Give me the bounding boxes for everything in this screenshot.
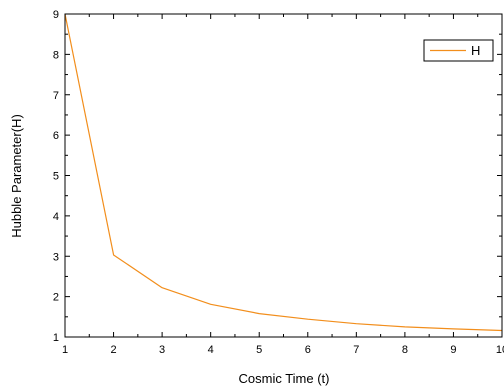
x-tick-label: 5	[256, 344, 262, 356]
x-tick-label: 9	[450, 344, 456, 356]
x-axis-title: Cosmic Time (t)	[239, 371, 330, 386]
y-tick-label: 9	[53, 9, 59, 21]
x-tick-label: 10	[496, 344, 504, 356]
x-tick-label: 4	[208, 344, 214, 356]
x-tick-label: 7	[353, 344, 359, 356]
x-tick-label: 8	[402, 344, 408, 356]
x-tick-label: 6	[305, 344, 311, 356]
y-tick-label: 3	[53, 251, 59, 263]
y-tick-label: 5	[53, 171, 59, 183]
plot-area	[64, 13, 503, 332]
legend-label-h: H	[471, 43, 480, 58]
y-tick-label: 1	[53, 332, 59, 344]
x-tick-label: 1	[62, 344, 68, 356]
y-axis-title: Hubble Parameter(H)	[9, 114, 24, 238]
y-tick-label: 4	[53, 211, 59, 223]
legend: H	[423, 39, 494, 62]
x-tick-label: 3	[159, 344, 165, 356]
y-tick-label: 6	[53, 130, 59, 142]
axes: 1 2 3 4 5 6 7 8 9 10 1 2 3 4 5 6 7 8 9	[53, 9, 504, 356]
y-tick-label: 2	[53, 292, 59, 304]
x-tick-label: 2	[110, 344, 116, 356]
y-tick-label: 8	[53, 49, 59, 61]
plot-frame	[64, 13, 503, 338]
series-line-h	[64, 13, 503, 332]
y-tick-label: 7	[53, 90, 59, 102]
